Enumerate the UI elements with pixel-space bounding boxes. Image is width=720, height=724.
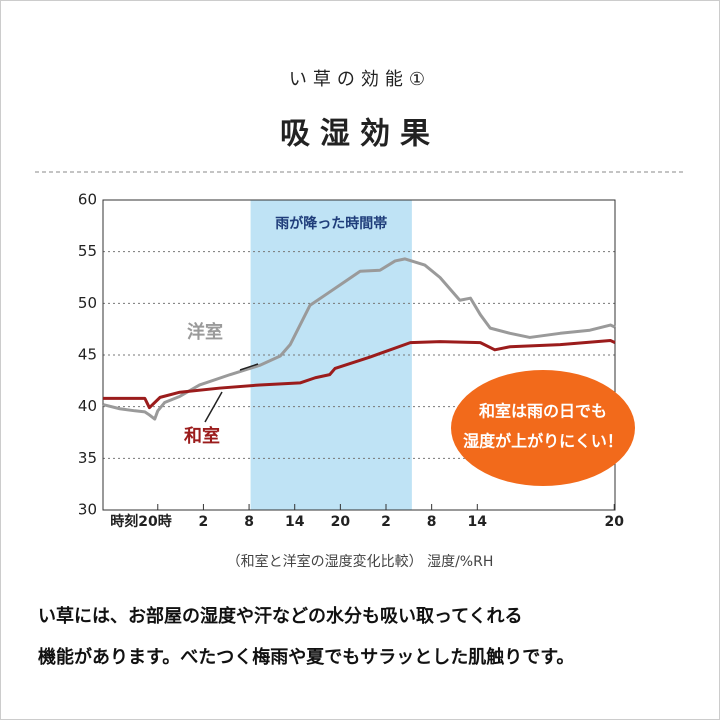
title: 吸湿効果 xyxy=(280,117,440,152)
callout-text: 和室は雨の日でも xyxy=(479,402,607,421)
series-line xyxy=(102,257,616,421)
body-line: い草には、お部屋の湿度や汗などの水分も吸い取ってくれる xyxy=(38,605,523,627)
series-line xyxy=(103,339,616,410)
chart: 雨が降った時間帯 30 35 40 45 50 55 60 時刻20時 2 8 14 20 2 8 14 20 洋… xyxy=(78,191,635,530)
x-tick-label: 20 xyxy=(331,514,351,530)
y-tick-label: 60 xyxy=(78,191,97,209)
x-tick-label: 8 xyxy=(427,514,437,530)
plot-frame xyxy=(102,199,616,511)
callout-text: 湿度が上がりにくい！ xyxy=(462,432,623,451)
y-tick-label: 50 xyxy=(78,294,97,312)
body-line: 機能があります。べたつく梅雨や夏でもサラッとした肌触りです。 xyxy=(38,646,574,668)
rain-band-label: 雨が降った時間帯 xyxy=(275,215,387,232)
leader-line xyxy=(239,363,259,371)
x-tick-label: 14 xyxy=(468,514,488,530)
x-tick-label: 時刻20時 xyxy=(110,513,171,530)
series-label: 和室 xyxy=(184,425,220,447)
x-tick-label: 2 xyxy=(199,514,209,530)
series-label: 洋室 xyxy=(187,321,223,343)
caption: （和室と洋室の湿度変化比較） 湿度/%RH xyxy=(227,553,494,570)
kicker: い草の効能① xyxy=(289,69,431,90)
y-tick-label: 30 xyxy=(78,501,97,519)
y-tick-label: 40 xyxy=(78,397,97,415)
x-tick-label: 8 xyxy=(244,514,254,530)
callout-bubble xyxy=(451,370,635,486)
leader-line xyxy=(204,391,223,423)
y-tick-label: 45 xyxy=(78,346,97,364)
y-tick-label: 35 xyxy=(78,449,97,467)
x-tick-label: 2 xyxy=(381,514,391,530)
x-tick-label: 20 xyxy=(604,514,624,530)
y-tick-label: 55 xyxy=(78,242,97,260)
x-tick-label: 14 xyxy=(285,514,305,530)
